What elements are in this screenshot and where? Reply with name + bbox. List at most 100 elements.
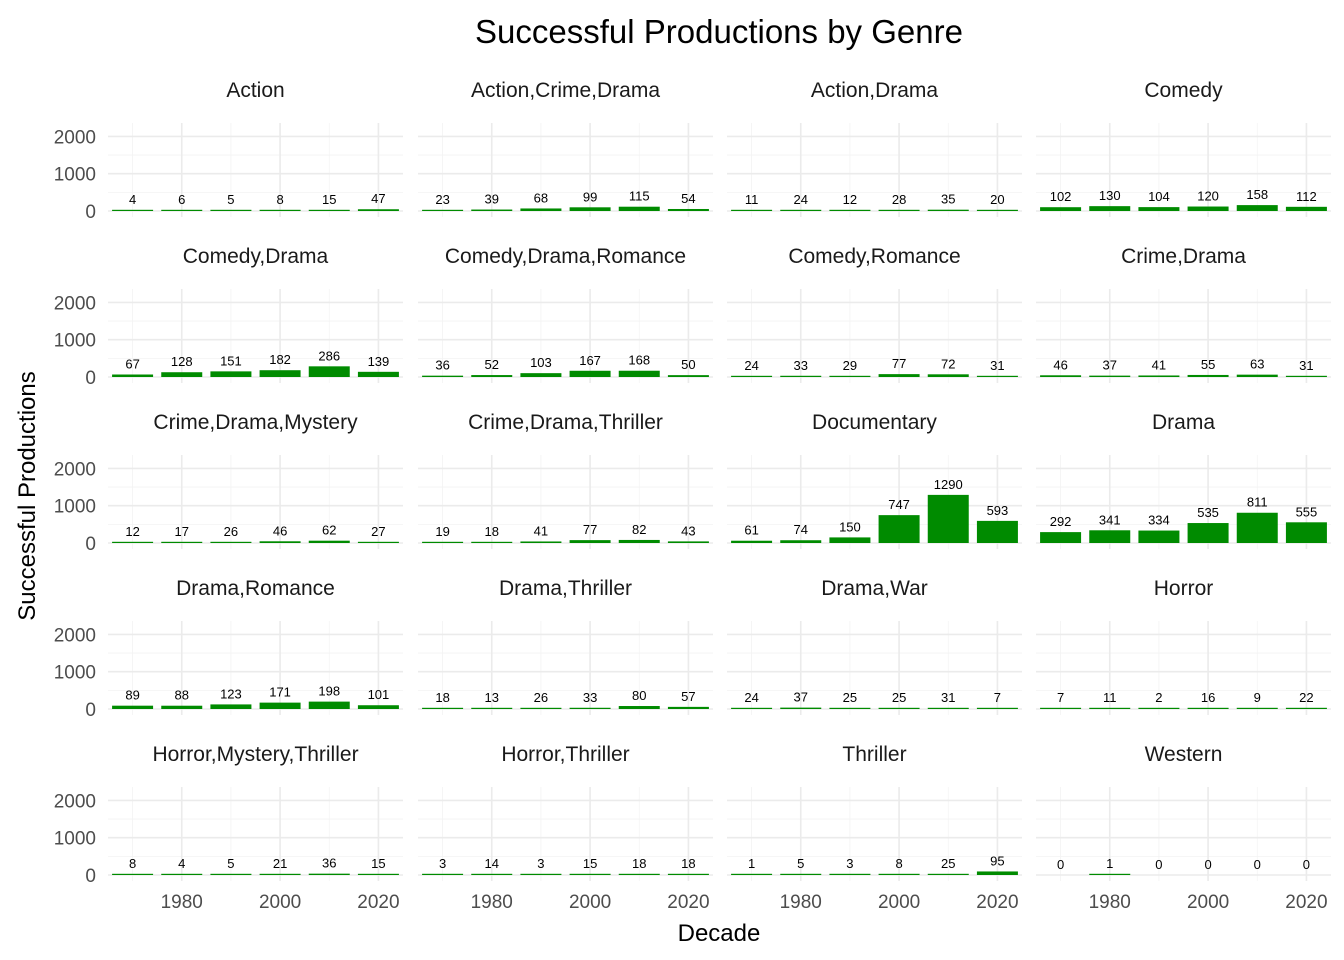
bar-value-label: 24 — [744, 690, 758, 705]
bar-value-label: 36 — [322, 856, 336, 871]
bar — [976, 707, 1018, 709]
bar-value-label: 286 — [318, 348, 340, 363]
bar — [259, 541, 301, 543]
y-tick-label: 2000 — [54, 127, 96, 148]
bar — [259, 873, 301, 875]
bar-value-label: 8 — [276, 192, 283, 207]
bar-value-label: 292 — [1050, 514, 1072, 529]
bar-value-label: 5 — [797, 856, 804, 871]
bar-value-label: 182 — [269, 352, 291, 367]
facet-panel: Thriller 1980 2000 2020 1 5 3 8 25 95 — [727, 743, 1022, 913]
bar-value-label: 171 — [269, 685, 291, 700]
facet-panel: Crime,Drama,Thriller 19 18 41 77 82 43 — [418, 411, 713, 549]
bar — [878, 374, 920, 377]
bar — [1089, 375, 1131, 377]
bar — [422, 541, 464, 543]
y-axis-label: Successful Productions — [14, 371, 41, 620]
y-tick-label: 1000 — [54, 663, 96, 684]
bar-value-label: 18 — [632, 856, 646, 871]
bar-value-label: 46 — [1053, 357, 1067, 372]
bar-value-label: 43 — [681, 523, 695, 538]
bar-value-label: 35 — [941, 192, 955, 207]
facet-panel: Western 1980 2000 2020 0 1 0 0 0 0 — [1036, 743, 1331, 913]
bar — [357, 371, 399, 377]
bar — [1236, 512, 1278, 543]
bar — [210, 541, 252, 543]
bar-value-label: 21 — [273, 856, 287, 871]
facet-strip-label: Action,Crime,Drama — [471, 79, 660, 102]
facet-strip-label: Drama,Thriller — [499, 577, 632, 600]
bar-value-label: 0 — [1057, 857, 1064, 872]
bar — [780, 209, 822, 211]
bar-value-label: 3 — [439, 856, 446, 871]
bar-value-label: 1 — [748, 856, 755, 871]
bar-value-label: 77 — [892, 356, 906, 371]
bar-value-label: 555 — [1296, 504, 1318, 519]
bar-value-label: 77 — [583, 522, 597, 537]
facet-strip-label: Action,Drama — [811, 79, 939, 102]
facet-strip-label: Western — [1145, 743, 1223, 766]
bar — [308, 540, 350, 543]
bar-value-label: 50 — [681, 357, 695, 372]
bar — [569, 540, 611, 543]
bar-value-label: 41 — [1152, 357, 1166, 372]
facet-panel: Crime,Drama 46 37 41 55 63 31 — [1036, 245, 1331, 383]
bar — [667, 208, 709, 211]
bar-value-label: 39 — [485, 192, 499, 207]
bar — [667, 541, 709, 543]
x-tick-label: 2000 — [259, 892, 301, 913]
bar — [210, 371, 252, 377]
facet-strip-label: Comedy — [1144, 79, 1223, 102]
bar — [1089, 530, 1131, 543]
bar-value-label: 26 — [534, 690, 548, 705]
facet-strip-label: Crime,Drama,Mystery — [153, 411, 358, 434]
bar-value-label: 52 — [485, 357, 499, 372]
bar-value-label: 33 — [583, 690, 597, 705]
bar-value-label: 12 — [843, 192, 857, 207]
bar-value-label: 3 — [846, 856, 853, 871]
facet-panel: Drama,War 24 37 25 25 31 7 — [727, 577, 1022, 715]
x-tick-label: 2000 — [569, 892, 611, 913]
bar — [520, 208, 562, 211]
x-tick-label: 2000 — [1187, 892, 1229, 913]
bar — [878, 873, 920, 875]
bar — [829, 209, 871, 211]
bar-value-label: 16 — [1201, 690, 1215, 705]
bar — [1285, 375, 1327, 377]
x-tick-label: 2020 — [357, 892, 399, 913]
bar-value-label: 99 — [583, 189, 597, 204]
bar-value-label: 102 — [1050, 189, 1072, 204]
bar-value-label: 18 — [485, 524, 499, 539]
bar — [210, 209, 252, 211]
facet-panel: Horror,Mystery,Thriller 0 1000 2000 1980 2000… — [54, 743, 403, 913]
bar — [259, 370, 301, 377]
y-tick-label: 1000 — [54, 331, 96, 352]
bar-value-label: 31 — [1299, 358, 1313, 373]
bar-value-label: 128 — [171, 354, 193, 369]
bar — [161, 873, 203, 875]
facet-panel: Action,Crime,Drama 23 39 68 99 115 54 — [418, 79, 713, 217]
bar — [357, 541, 399, 543]
facet-panel: Action,Drama 11 24 12 28 35 20 — [727, 79, 1022, 217]
bar-value-label: 130 — [1099, 188, 1121, 203]
bar — [618, 706, 660, 709]
bar — [161, 541, 203, 543]
bar — [259, 209, 301, 211]
bar — [976, 520, 1018, 543]
bar-value-label: 167 — [579, 353, 601, 368]
bar-value-label: 33 — [794, 358, 808, 373]
bar-value-label: 747 — [888, 497, 910, 512]
bar-value-label: 25 — [843, 690, 857, 705]
bar — [1285, 522, 1327, 543]
bar — [1040, 207, 1082, 211]
bar-value-label: 46 — [273, 523, 287, 538]
bar — [829, 707, 871, 709]
bar-value-label: 41 — [534, 523, 548, 538]
bar — [422, 873, 464, 875]
bar — [520, 873, 562, 875]
bar — [618, 539, 660, 543]
facet-panel: Comedy,Drama,Romance 36 52 103 167 168 50 — [418, 245, 713, 383]
y-tick-label: 2000 — [54, 791, 96, 812]
x-tick-label: 1980 — [780, 892, 822, 913]
